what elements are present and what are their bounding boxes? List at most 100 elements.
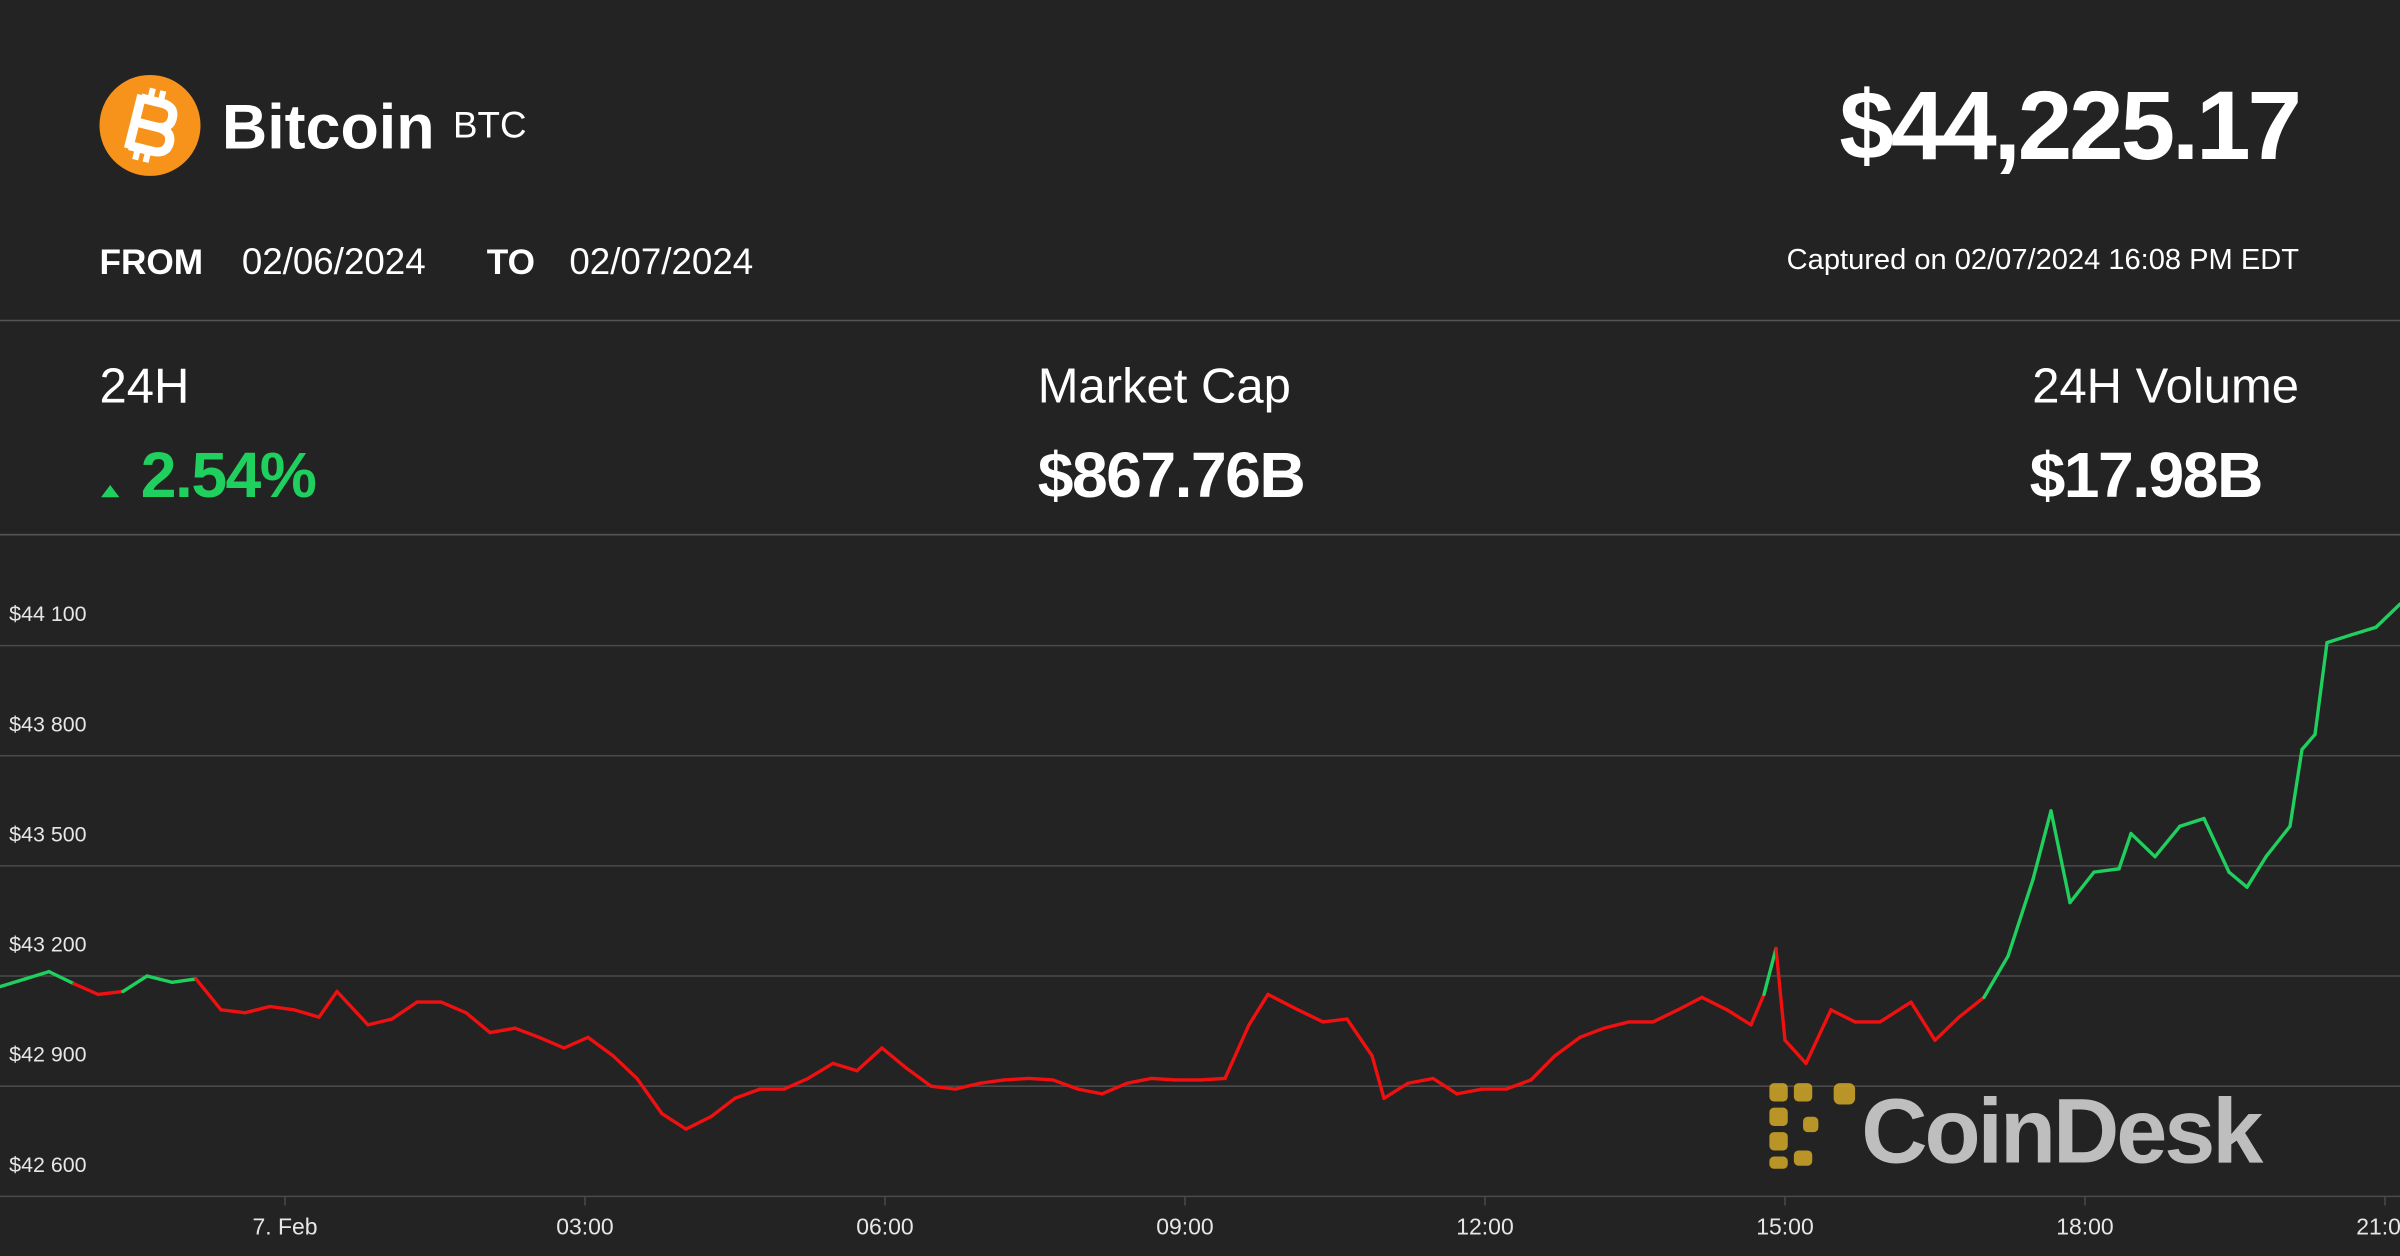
stat-value: 2.54%	[141, 439, 316, 511]
y-tick-label: $44 100	[9, 602, 86, 626]
stat-label: Market Cap	[1038, 359, 1291, 413]
x-tick-label: 03:00	[556, 1214, 613, 1240]
price-line-segment	[1933, 1015, 1961, 1042]
price-line-segment	[831, 1061, 859, 1073]
price-line-segment	[1370, 1054, 1386, 1100]
price-line-segment	[2374, 602, 2400, 629]
price-line-segment	[537, 1035, 566, 1050]
y-tick-label: $42 900	[9, 1043, 86, 1067]
price-line-segment	[47, 969, 76, 986]
price-line-segment	[1725, 1008, 1753, 1027]
price-line-segment	[2349, 625, 2378, 637]
price-line-segment	[1651, 1008, 1680, 1024]
price-line-segment	[1431, 1076, 1459, 1096]
price-line-segment	[2300, 732, 2317, 752]
price-line-segment	[2264, 824, 2292, 859]
price-line-segment	[1878, 1000, 1913, 1024]
price-line-segment	[635, 1076, 664, 1116]
price-line-segment	[1100, 1081, 1129, 1096]
price-line-segment	[219, 1008, 247, 1015]
coin-symbol: BTC	[453, 105, 526, 146]
bitcoin-logo	[99, 74, 201, 176]
price-line-segment	[1266, 992, 1300, 1012]
price-line-segment	[978, 1078, 1006, 1085]
watermark-text: CoinDesk	[1861, 1081, 2264, 1183]
x-tick-label: 15:00	[1756, 1214, 1813, 1240]
price-line-segment	[2202, 816, 2231, 874]
to-date: 02/07/2024	[569, 241, 753, 282]
captured: Captured on 02/07/2024 16:08 PM EDT	[1787, 244, 2300, 276]
y-tick-label: $43 500	[9, 822, 86, 846]
price-line-segment	[488, 1026, 517, 1035]
price-line-segment	[2288, 747, 2304, 828]
price-line-segment	[1076, 1087, 1104, 1096]
price-line-segment	[1762, 946, 1778, 997]
price-line-segment	[1578, 1026, 1606, 1040]
x-tick-label: 06:00	[856, 1214, 913, 1240]
x-tick-label: 21:00	[2356, 1214, 2400, 1240]
price-line-segment	[1051, 1078, 1080, 1091]
price-line-segment	[660, 1112, 688, 1131]
price-line-segment	[1749, 992, 1766, 1027]
coin-name: Bitcoin	[222, 92, 435, 162]
price-line-segment	[268, 1004, 296, 1012]
price-line-segment	[1774, 946, 1787, 1042]
price-line-segment	[733, 1087, 762, 1100]
price-line-segment	[1700, 995, 1729, 1012]
price-line-segment	[2178, 816, 2206, 828]
price-line-segment	[2049, 809, 2072, 905]
stat-value: $867.76B	[1038, 439, 1304, 511]
price-line-segment	[684, 1114, 713, 1131]
price-line-segment	[1676, 995, 1704, 1012]
price-line-segment	[611, 1054, 639, 1081]
price-line-segment	[855, 1046, 884, 1073]
stat-value: $17.98B	[2030, 439, 2262, 511]
price-line-segment	[1553, 1035, 1582, 1058]
price-line-segment	[2313, 640, 2329, 737]
from-date: 02/06/2024	[242, 241, 426, 282]
price-line-segment	[1829, 1008, 1857, 1024]
stat-label: 24H	[99, 359, 189, 413]
price-line-segment	[292, 1008, 321, 1019]
x-tick-label: 12:00	[1456, 1214, 1513, 1240]
stat-label: 24H Volume	[2032, 359, 2299, 413]
price-line-segment	[586, 1035, 615, 1058]
price-line-segment	[145, 974, 174, 984]
price-line-segment	[1602, 1020, 1631, 1030]
plot	[0, 602, 2400, 1131]
price-line-segment	[2129, 831, 2157, 859]
price-line-segment	[1247, 992, 1270, 1027]
price-line-segment	[1382, 1081, 1410, 1100]
price-line-segment	[709, 1096, 737, 1119]
price-line-segment	[904, 1066, 933, 1088]
price-line-segment	[0, 977, 27, 989]
price-line-segment	[1321, 1017, 1349, 1024]
price-line-segment	[953, 1081, 982, 1091]
price-line-segment	[1345, 1017, 1374, 1058]
price-line-segment	[2006, 877, 2035, 958]
x-tick-label: 09:00	[1156, 1214, 1213, 1240]
price-line-segment	[782, 1076, 810, 1091]
price-line-segment	[1504, 1078, 1533, 1091]
y-tick-label: $43 200	[9, 933, 86, 957]
price-line-segment	[1529, 1054, 1557, 1082]
price-line-segment	[72, 982, 100, 997]
price-line-segment	[1783, 1038, 1808, 1066]
price-line-segment	[1223, 1023, 1251, 1081]
y-tick-label: $42 600	[9, 1153, 86, 1177]
price-line-segment	[2031, 809, 2053, 882]
price-line-segment	[23, 969, 51, 981]
up-arrow	[101, 484, 120, 498]
price-line-segment	[439, 1000, 468, 1015]
price-line-segment	[2068, 870, 2096, 905]
price-line-segment	[1406, 1076, 1435, 1085]
to-label: TO	[487, 243, 535, 282]
price-line-segment	[464, 1011, 492, 1035]
price-line-segment	[390, 1000, 419, 1021]
x-tick-label: 18:00	[2056, 1214, 2113, 1240]
price-line-segment	[317, 989, 339, 1019]
price-line-segment	[1296, 1008, 1325, 1024]
price-line-segment	[1982, 954, 2010, 1000]
